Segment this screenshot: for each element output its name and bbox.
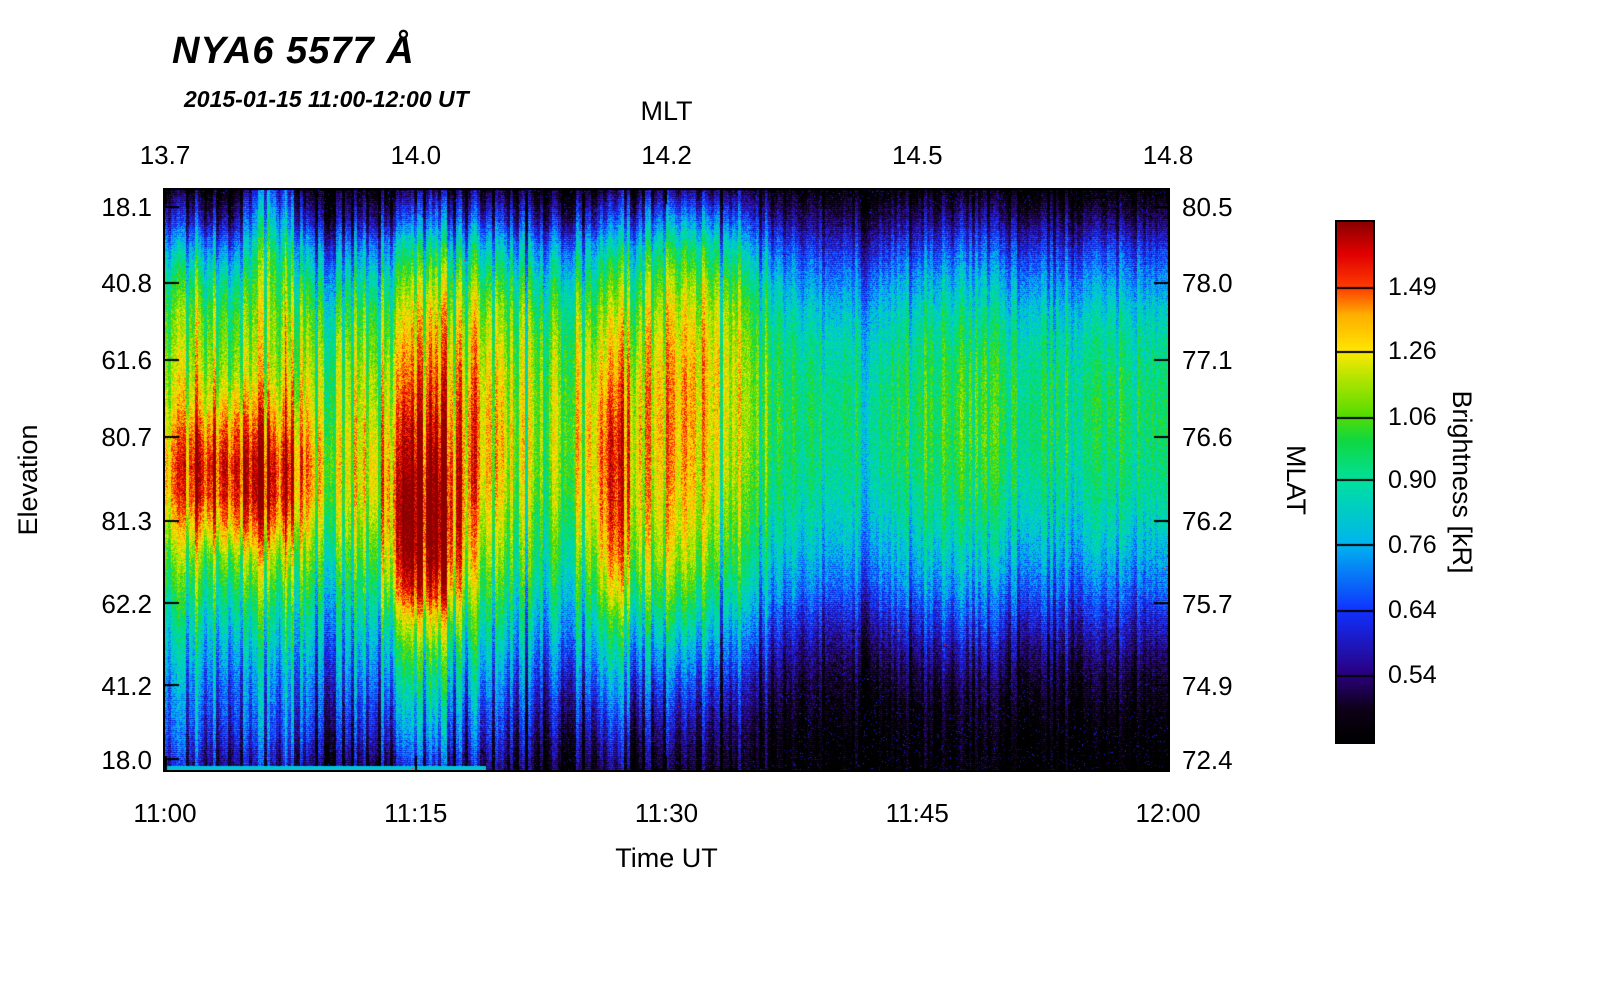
left-tick-label: 62.2 [101,589,152,620]
bottom-tick-label: 11:30 [634,798,699,828]
left-tick-label: 41.2 [101,670,152,701]
left-tick-label: 18.0 [101,745,152,776]
colorbar-tick-label: 1.26 [1388,337,1437,366]
top-tick-label: 14.8 [1142,140,1194,170]
bottom-axis-label: Time UT [615,843,718,873]
top-axis-label: MLT [640,96,693,126]
right-tick-label: 75.7 [1182,589,1233,620]
colorbar-label: Brightness [kR] [1447,390,1477,574]
colorbar-tick-label: 1.49 [1388,272,1437,301]
colorbar-tick-label: 0.54 [1388,661,1437,690]
right-tick-label: 76.6 [1182,422,1233,453]
right-tick-label: 80.5 [1182,191,1233,222]
left-tick-label: 61.6 [101,344,152,375]
left-tick-label: 18.1 [101,191,152,222]
colorbar-tick-label: 0.76 [1388,530,1437,559]
colorbar-tick-label: 0.64 [1388,596,1437,625]
right-tick-label: 78.0 [1182,267,1233,298]
bottom-tick-label: 11:15 [384,798,448,828]
plot-frame [163,188,1170,772]
plot-subtitle: 2015-01-15 11:00-12:00 UT [184,86,469,112]
bottom-tick-label: 12:00 [1135,798,1201,828]
top-tick-label: 14.5 [891,140,943,170]
right-tick-label: 72.4 [1182,745,1233,776]
right-tick-label: 76.2 [1182,506,1233,537]
plot-title: NYA6 5577 Å [172,30,415,72]
top-tick-label: 14.0 [390,140,442,170]
right-axis-label: MLAT [1281,444,1311,515]
right-tick-label: 77.1 [1182,344,1233,375]
left-tick-label: 81.3 [101,506,152,537]
left-tick-label: 80.7 [101,422,152,453]
bottom-tick-label: 11:00 [133,798,197,828]
top-tick-label: 13.7 [139,140,191,170]
heatmap-canvas [165,190,1168,770]
colorbar-tick-label: 0.90 [1388,465,1437,494]
colorbar-tick-label: 1.06 [1388,403,1437,432]
bottom-tick-label: 11:45 [885,798,949,828]
colorbar-canvas [1337,222,1373,742]
right-tick-label: 74.9 [1182,670,1233,701]
colorbar-frame [1335,220,1375,744]
left-axis-label: Elevation [13,424,43,536]
top-tick-label: 14.2 [641,140,692,170]
left-tick-label: 40.8 [101,267,152,298]
